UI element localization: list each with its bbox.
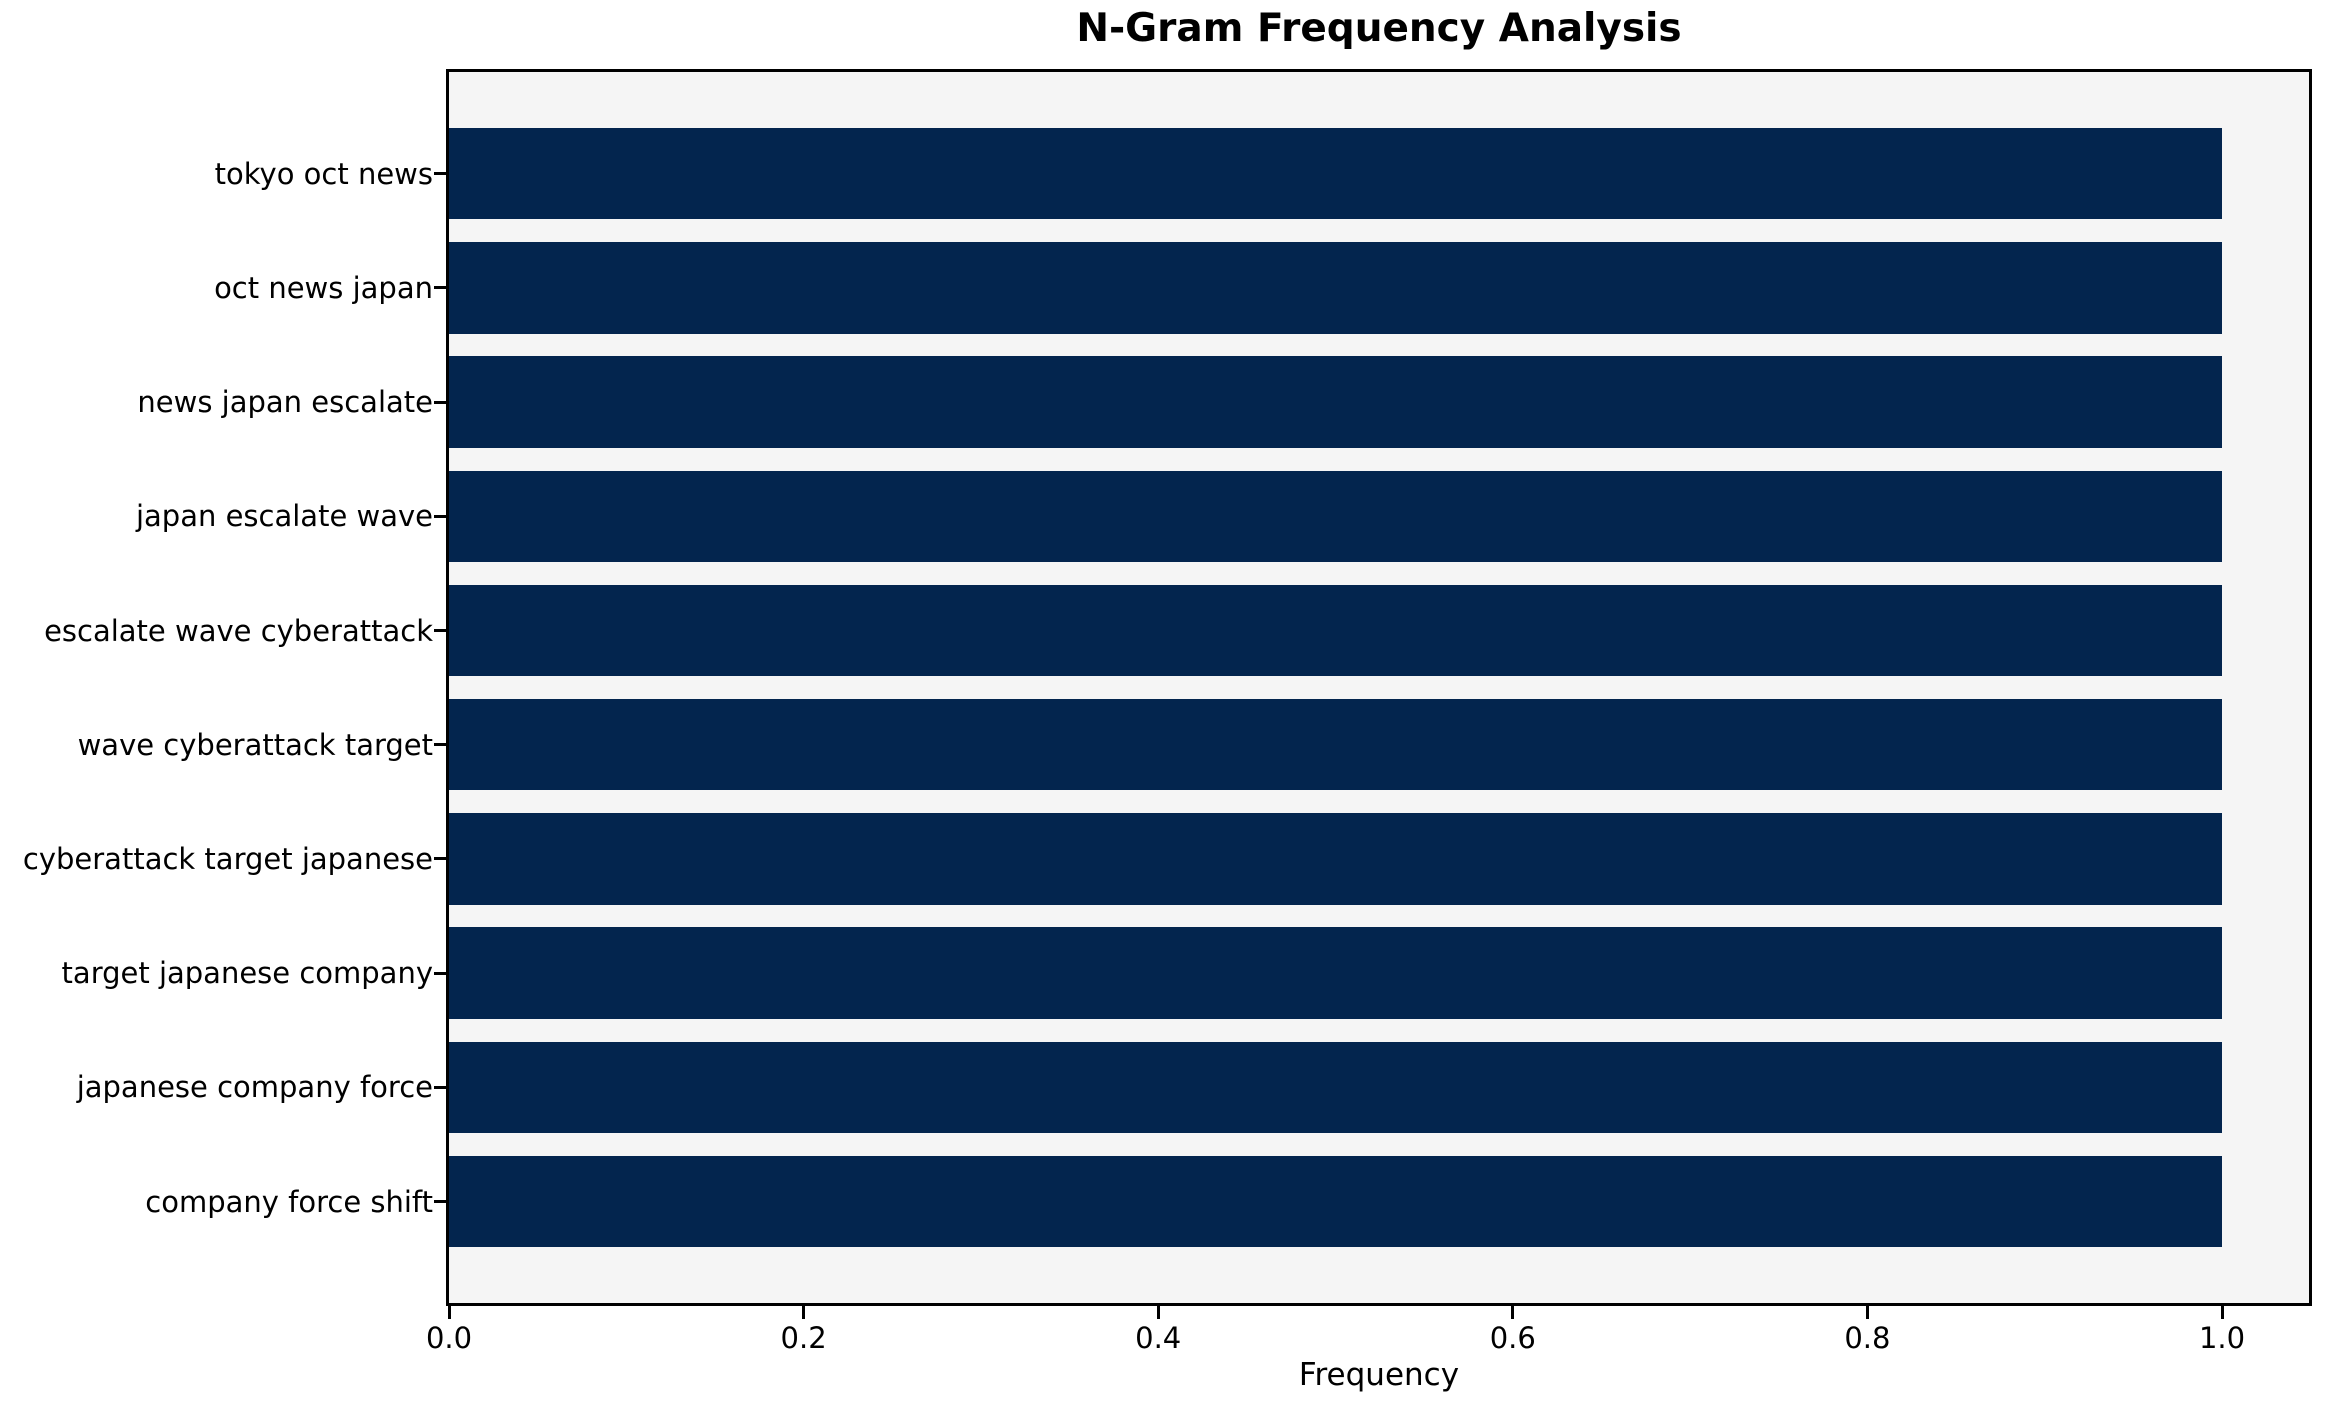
bar [449,1041,2222,1133]
bar [449,584,2222,677]
x-tick-label: 1.0 [2198,1321,2246,1355]
y-tick-mark [434,857,446,861]
y-tick-label: oct news japan [214,270,433,305]
y-tick-mark [434,1200,446,1203]
y-tick-label: tokyo oct news [214,156,433,191]
bar [449,242,2222,334]
y-tick-label: target japanese company [61,956,433,991]
y-tick-label: cyberattack target japanese [22,841,433,876]
y-tick-mark [434,1085,446,1089]
bar [449,699,2222,791]
bar [449,813,2222,905]
x-tick-mark [1511,1306,1515,1319]
chart-title: N-Gram Frequency Analysis [1076,6,1682,51]
plot-area [446,69,2312,1306]
x-tick-mark [1865,1306,1869,1319]
bar [449,470,2222,562]
x-tick-label: 0.0 [425,1321,473,1355]
y-tick-mark [434,514,446,518]
y-tick-label: escalate wave cyberattack [44,613,433,648]
bar [449,927,2222,1019]
x-tick-label: 0.4 [1135,1321,1182,1355]
y-tick-label: company force shift [145,1184,433,1219]
x-tick-mark [2220,1306,2224,1319]
y-tick-label: news japan escalate [137,385,433,420]
y-tick-label: japanese company force [76,1070,433,1105]
y-tick-label: wave cyberattack target [77,727,433,762]
y-tick-mark [434,400,446,404]
x-axis-label: Frequency [1298,1357,1460,1393]
x-tick-mark [802,1306,806,1319]
bar [449,128,2222,220]
x-tick-label: 0.8 [1844,1321,1891,1355]
x-tick-label: 0.2 [780,1321,827,1355]
y-tick-label: japan escalate wave [135,499,433,534]
bar [449,356,2222,448]
x-tick-mark [1156,1306,1160,1319]
y-tick-mark [434,172,446,176]
y-tick-mark [434,743,446,747]
bar [449,1155,2222,1248]
y-tick-mark [434,629,446,632]
y-tick-mark [434,971,446,975]
x-tick-label: 0.6 [1489,1321,1536,1355]
x-tick-mark [447,1306,451,1319]
y-tick-mark [434,286,446,290]
